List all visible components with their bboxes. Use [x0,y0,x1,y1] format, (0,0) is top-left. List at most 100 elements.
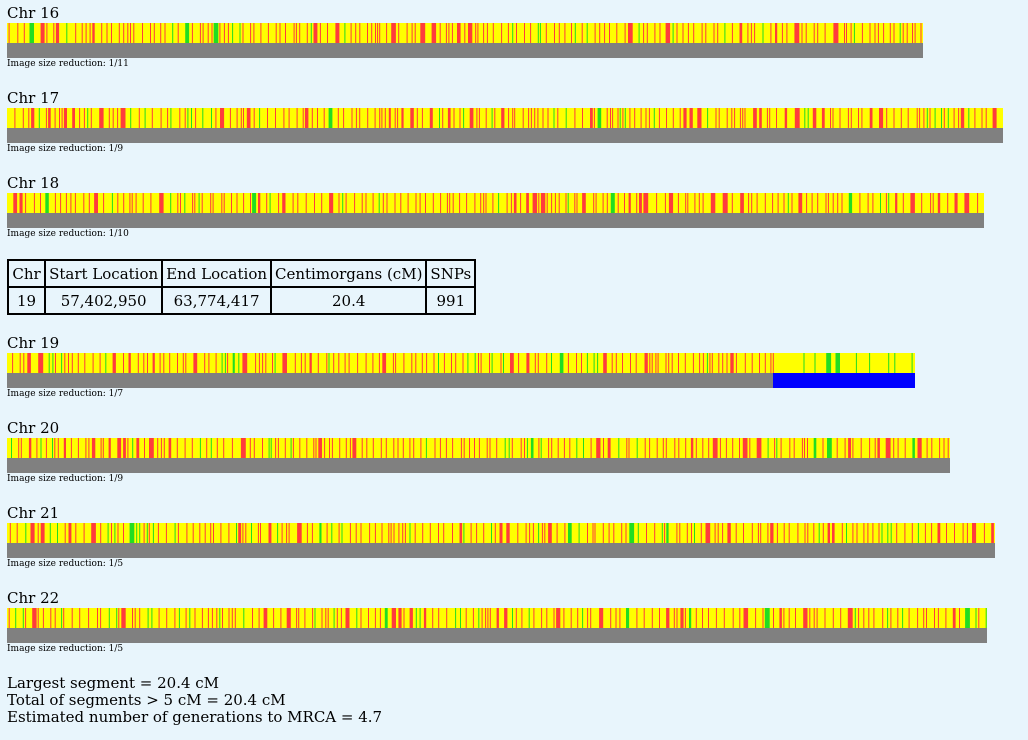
snp-stripe [564,23,566,43]
snp-stripe [455,608,457,628]
snp-stripe [586,353,588,373]
snp-stripe [151,108,153,128]
snp-stripe [170,108,172,128]
snp-stripe [889,23,891,43]
snp-stripe [446,608,448,628]
snp-stripe [64,523,66,543]
snp-stripe [131,193,133,213]
snp-stripe [143,353,145,373]
snp-stripe [478,608,480,628]
snp-stripe [61,608,63,628]
snp-comparison-bar [7,353,915,373]
snp-stripe [341,523,343,543]
snp-stripe [878,523,880,543]
snp-stripe [943,438,945,458]
snp-stripe [139,523,141,543]
size-reduction-note: Image size reduction: 1/5 [7,644,124,654]
snp-stripe [381,108,383,128]
snp-stripe [258,353,260,373]
snp-stripe [219,23,221,43]
snp-stripe [958,108,960,128]
snp-stripe [954,193,958,213]
snp-stripe [192,193,194,213]
snp-stripe [111,23,112,43]
snp-stripe [947,193,949,213]
snp-stripe [821,108,825,128]
snp-stripe [719,438,721,458]
snp-stripe [766,108,768,128]
snp-stripe [501,23,503,43]
snp-stripe [129,193,131,213]
snp-stripe [569,438,571,458]
snp-stripe [860,438,862,458]
snp-stripe [240,438,246,458]
snp-stripe [960,108,965,128]
snp-stripe [945,608,947,628]
snp-stripe [304,353,306,373]
snp-stripe [213,523,214,543]
snp-stripe [87,108,89,128]
snp-stripe [836,438,838,458]
snp-stripe [750,23,752,43]
snp-stripe [260,23,262,43]
snp-stripe [434,438,436,458]
snp-stripe [510,353,514,373]
snp-stripe [75,23,77,43]
snp-stripe [959,608,960,628]
snp-stripe [215,353,217,373]
snp-stripe [606,193,608,213]
snp-stripe [673,608,675,628]
snp-stripe [304,108,309,128]
snp-stripe [404,523,406,543]
matching-segments-table: Chr Start Location End Location Centimor… [7,259,477,315]
snp-stripe [880,193,881,213]
snp-stripe [624,23,626,43]
snp-stripe [266,193,268,213]
snp-stripe [8,23,10,43]
snp-stripe [395,353,397,373]
snp-stripe [103,193,105,213]
snp-stripe [446,193,448,213]
snp-stripe [198,193,200,213]
snp-stripe [947,438,949,458]
snp-stripe [777,193,779,213]
snp-stripe [75,523,77,543]
snp-stripe [222,608,223,628]
snp-stripe [419,608,421,628]
snp-stripe [724,23,726,43]
snp-stripe [406,23,408,43]
snp-stripe [784,108,788,128]
snp-stripe [232,23,234,43]
snp-stripe [17,23,19,43]
snp-stripe [900,108,902,128]
snp-stripe [504,438,506,458]
snp-stripe [576,193,578,213]
snp-stripe [881,523,883,543]
snp-stripe [42,608,44,628]
snp-stripe [409,438,411,458]
snp-stripe [972,523,977,543]
snp-stripe [310,23,312,43]
column-header-start-location: Start Location [45,260,163,287]
snp-stripe [111,193,113,213]
snp-stripe [807,438,808,458]
snp-stripe [46,23,48,43]
snp-stripe [212,193,214,213]
snp-stripe [794,108,800,128]
snp-stripe [13,193,18,213]
snp-stripe [335,23,340,43]
snp-stripe [478,108,480,128]
snp-stripe [77,353,79,373]
snp-stripe [602,523,604,543]
snp-stripe [711,353,713,373]
snp-stripe [172,23,174,43]
snp-stripe [567,193,569,213]
snp-stripe [207,608,209,628]
snp-stripe [36,438,38,458]
snp-stripe [679,523,681,543]
snp-stripe [449,193,451,213]
snp-stripe [597,108,602,128]
snp-stripe [236,523,237,543]
snp-stripe [166,608,168,628]
snp-stripe [129,523,135,543]
